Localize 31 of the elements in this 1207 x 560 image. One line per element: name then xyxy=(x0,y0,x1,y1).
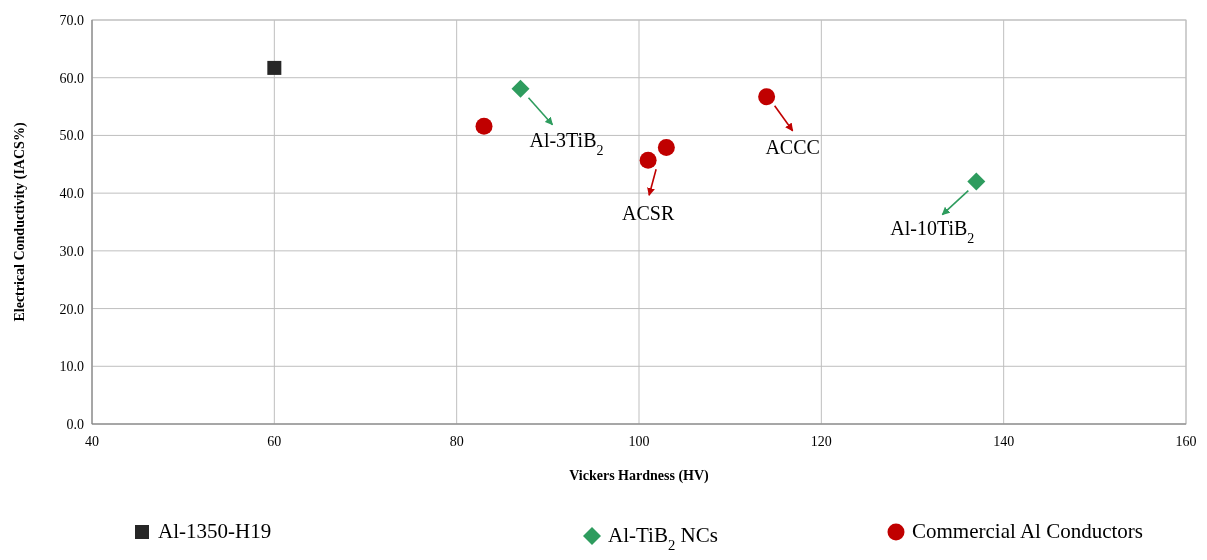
x-axis-title: Vickers Hardness (HV) xyxy=(569,468,710,484)
point xyxy=(639,151,657,169)
x-tick-label: 60 xyxy=(267,434,282,449)
legend-label: Al-1350-H19 xyxy=(158,519,272,543)
y-tick-label: 50.0 xyxy=(59,128,84,144)
point xyxy=(511,79,530,98)
annotation: Al-10TiB$_{2}$ xyxy=(890,216,975,246)
legend-label: Commercial Al Conductors xyxy=(912,519,1143,543)
x-tick-label: 120 xyxy=(810,434,832,449)
point xyxy=(758,88,776,106)
point xyxy=(267,60,282,75)
y-tick-label: 0.0 xyxy=(66,417,84,432)
y-axis-title: Electrical Conductivity (IACS%) xyxy=(12,122,28,322)
point xyxy=(657,139,675,157)
y-tick-label: 30.0 xyxy=(59,243,84,259)
y-tick-label: 10.0 xyxy=(59,359,84,375)
point xyxy=(967,172,986,191)
y-tick-label: 40.0 xyxy=(59,186,84,202)
y-tick-label: 60.0 xyxy=(59,70,84,86)
x-tick-label: 100 xyxy=(628,434,650,449)
y-tick-label: 20.0 xyxy=(59,301,84,317)
legend-label: Al-TiB$_{2}$ NCs xyxy=(608,523,718,553)
x-tick-label: 160 xyxy=(1175,434,1197,449)
x-tick-label: 80 xyxy=(449,434,464,449)
x-tick-label: 40 xyxy=(85,434,99,449)
annotation: ACCC xyxy=(765,135,820,158)
point xyxy=(475,117,493,135)
y-tick-label: 70.0 xyxy=(59,13,84,28)
annotation: ACSR xyxy=(621,202,675,225)
x-tick-label: 140 xyxy=(993,434,1015,449)
annotation: Al-3TiB$_{2}$ xyxy=(529,128,604,158)
